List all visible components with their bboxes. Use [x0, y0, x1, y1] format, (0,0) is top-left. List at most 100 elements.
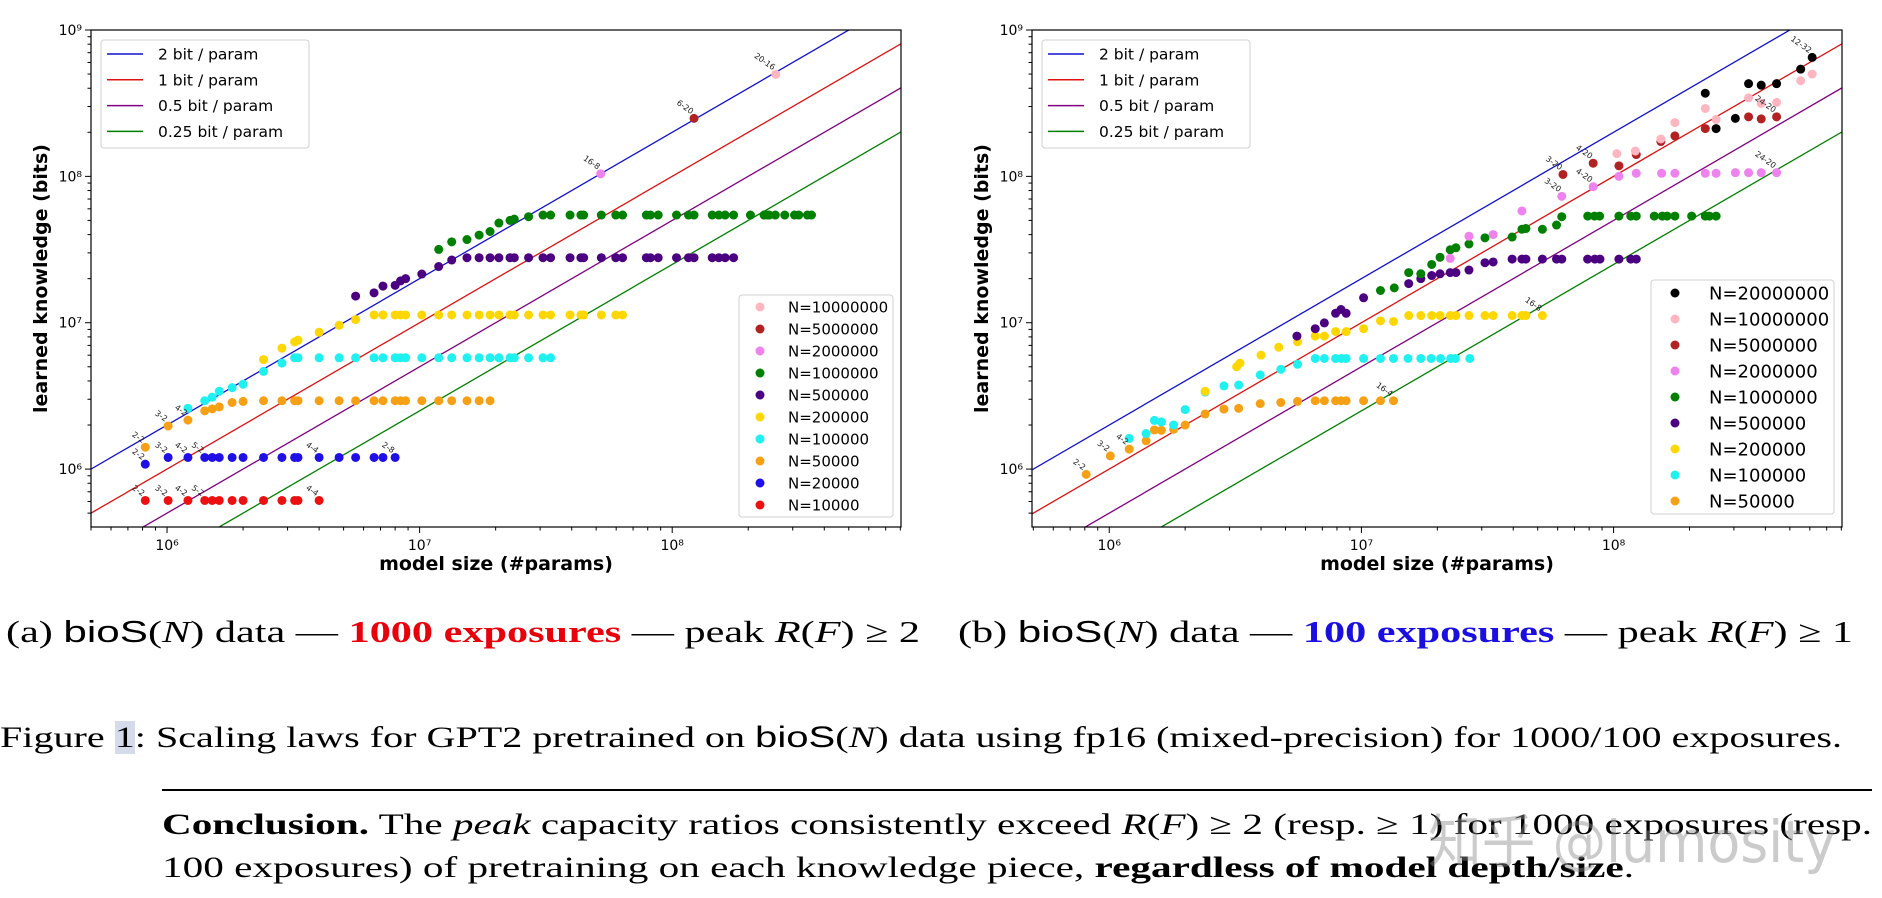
data-point [1200, 386, 1210, 396]
data-point [1451, 311, 1461, 321]
plot-area: 2-2 3-2 4-2 5-2 4-42-2 3-2 4-2 5-2 4-4 2-82-23-2 4… [91, 30, 901, 527]
data-point [1319, 318, 1329, 328]
data-point [447, 396, 457, 406]
data-point [1756, 98, 1766, 108]
data-point [277, 495, 287, 505]
data-point [1631, 254, 1641, 264]
data-point [780, 210, 790, 220]
data-point [745, 210, 755, 220]
data-point [1595, 211, 1605, 221]
subcaption-a-suffix: — peak [631, 614, 765, 649]
reference-legend: 2 bit / param 1 bit / param 0.5 bit / para… [1041, 39, 1251, 149]
data-point [1537, 311, 1547, 321]
legend-label: N=100000 [1709, 465, 1806, 486]
data-point [1156, 425, 1166, 435]
data-point [1521, 224, 1531, 234]
legend-label: N=20000000 [1709, 283, 1829, 304]
reference-line-3 [1159, 131, 1842, 527]
data-point [1657, 168, 1667, 178]
point-label: 2-8 [380, 440, 396, 455]
data-point [238, 396, 248, 406]
data-point [1403, 353, 1413, 363]
data-point [1200, 409, 1210, 419]
data-point [1274, 342, 1284, 352]
data-point [1744, 79, 1754, 89]
data-point [1388, 316, 1398, 326]
data-point [369, 396, 379, 406]
subcaption-b-suffix: — peak [1564, 614, 1698, 649]
data-point [1292, 331, 1302, 341]
data-point [1670, 131, 1680, 141]
data-point [1756, 114, 1766, 124]
subcaption-b-middle: ) data — [1144, 614, 1293, 649]
data-point [1480, 258, 1490, 268]
data-point [1359, 324, 1369, 334]
paren: ( [1102, 614, 1117, 649]
chart-panel-a: 2-2 3-2 4-2 5-2 4-4 2-2 3-2 4-2 5-2 4-4 2-8 2-2 3-2 4… [0, 0, 940, 590]
legend-marker [755, 390, 765, 400]
data-point [1319, 353, 1329, 363]
data-point [259, 396, 269, 406]
data-point [1756, 80, 1766, 90]
x-tick-label: 10⁸ [660, 538, 684, 554]
legend-label: N=10000000 [788, 298, 888, 316]
data-point [207, 404, 217, 414]
data-point [1744, 168, 1754, 178]
figure-caption: Figure 1: Scaling laws for GPT2 pretrain… [0, 721, 1842, 755]
data-point [378, 452, 388, 462]
data-point [1124, 433, 1134, 443]
data-point [1552, 220, 1562, 230]
legend-label: N=2000000 [1709, 361, 1818, 382]
colon: : [134, 721, 146, 754]
data-point [1180, 405, 1190, 415]
data-point [293, 495, 303, 505]
data-point [485, 396, 495, 406]
data-point [1711, 124, 1721, 134]
data-point [579, 253, 589, 263]
data-point [378, 281, 388, 291]
data-point [1310, 324, 1320, 334]
data-point [1375, 396, 1385, 406]
conclusion-peak: peak [452, 808, 531, 841]
legend-label: 2 bit / param [1099, 46, 1199, 64]
data-point [1588, 182, 1598, 192]
data-point [1427, 311, 1437, 321]
data-point [369, 288, 379, 298]
data-point [689, 113, 699, 123]
data-point [434, 396, 444, 406]
legend-label: N=2000000 [788, 342, 879, 360]
legend-box [738, 294, 894, 518]
data-point [378, 353, 388, 363]
subcaption-a: (a) bioS(N) data — 1000 exposures — peak… [6, 614, 920, 650]
data-point [1614, 254, 1624, 264]
y-axis-label: learned knowledge (bits) [971, 144, 993, 413]
data-point [1435, 311, 1445, 321]
legend-marker [1670, 418, 1680, 428]
data-point [1310, 353, 1320, 363]
data-point [1081, 469, 1091, 479]
data-point [417, 353, 427, 363]
legend-label: N=500000 [1709, 413, 1806, 434]
figure-caption-dataset: bioS [755, 721, 836, 754]
data-point [1558, 169, 1568, 179]
data-point [462, 353, 472, 363]
data-point [1614, 161, 1624, 171]
data-point [334, 452, 344, 462]
data-point [771, 69, 781, 79]
reference-line-1 [91, 43, 901, 514]
legend-label: N=1000000 [1709, 387, 1818, 408]
reference-legend: 2 bit / param 1 bit / param 0.5 bit / para… [100, 39, 310, 149]
subcaption-b-highlight: 100 exposures [1302, 614, 1555, 649]
data-point [653, 210, 663, 220]
point-label: 4-2 [173, 440, 189, 455]
data-point [1796, 76, 1806, 86]
data-point [689, 253, 699, 263]
data-point [277, 396, 287, 406]
point-label: 16-4 [1374, 381, 1394, 399]
data-point [1416, 353, 1426, 363]
data-point [1436, 353, 1446, 363]
data-point [596, 310, 606, 320]
data-point [1700, 124, 1710, 134]
data-point [259, 355, 269, 365]
figure-number-link[interactable]: 1 [114, 721, 135, 754]
